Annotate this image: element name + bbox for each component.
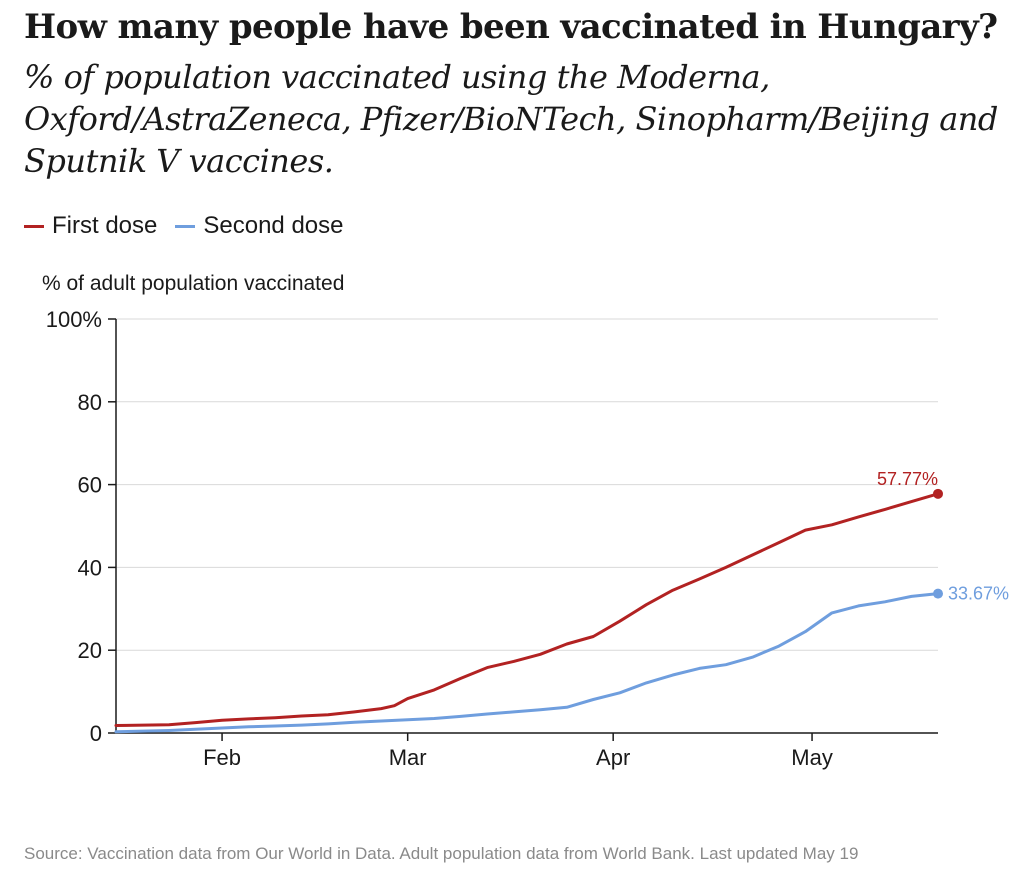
source-note: Source: Vaccination data from Our World … [24,844,859,863]
y-axis-title: % of adult population vaccinated [42,272,344,295]
y-axis-ticks: 0 20 40 60 80 100% [46,307,116,746]
y-tick-label: 60 [78,473,102,498]
x-tick-label: Feb [203,745,241,770]
x-tick-label: Apr [596,745,630,770]
chart-title: How many people have been vaccinated in … [24,7,998,47]
y-tick-label: 0 [90,721,102,746]
series-line-first-dose [114,492,940,727]
end-label-second-dose: 33.67% [948,584,1009,604]
x-axis-ticks: Feb Mar Apr May [203,733,833,770]
end-label-first-dose: 57.77% [877,469,938,489]
axes [115,319,938,734]
chart-subtitle: % of population vaccinated using the Mod… [24,58,998,180]
gridlines [116,318,938,651]
legend-item-first-dose: First dose [24,212,157,240]
legend-item-second-dose: Second dose [175,212,343,240]
legend-swatch-first-dose [24,224,44,228]
y-tick-label: 100% [46,307,102,332]
x-tick-label: Mar [389,745,427,770]
legend-label-second-dose: Second dose [203,212,344,239]
end-point-second-dose [933,588,943,599]
legend-label-first-dose: First dose [52,212,158,239]
legend-swatch-second-dose [175,224,196,228]
legend: First dose Second dose [24,208,361,244]
x-tick-label: May [791,745,833,770]
line-chart: % of adult population vaccinated 0 20 40 60… [42,272,1009,770]
series-lines [114,492,940,734]
y-tick-label: 40 [78,555,102,580]
y-tick-label: 20 [78,638,102,663]
end-point-first-dose [933,488,943,499]
series-line-second-dose [114,592,940,734]
y-tick-label: 80 [78,390,102,415]
series-endpoints: 57.77% 33.67% [877,469,1009,604]
